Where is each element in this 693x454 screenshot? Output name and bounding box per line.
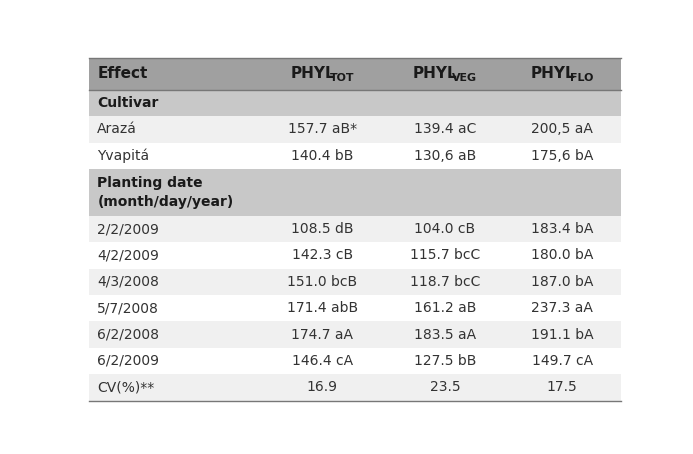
Text: 23.5: 23.5 xyxy=(430,380,460,395)
Text: 115.7 bcC: 115.7 bcC xyxy=(410,248,480,262)
Text: 127.5 bB: 127.5 bB xyxy=(414,354,476,368)
Bar xyxy=(89,58,621,90)
Text: 139.4 aC: 139.4 aC xyxy=(414,122,476,136)
Text: 187.0 bA: 187.0 bA xyxy=(531,275,593,289)
Bar xyxy=(89,216,621,242)
Text: CV(%)**: CV(%)** xyxy=(97,380,155,395)
Text: 5/7/2008: 5/7/2008 xyxy=(97,301,159,315)
Text: 4/3/2008: 4/3/2008 xyxy=(97,275,159,289)
Text: 180.0 bA: 180.0 bA xyxy=(531,248,593,262)
Bar xyxy=(89,295,621,321)
Text: 4/2/2009: 4/2/2009 xyxy=(97,248,159,262)
Text: 2/2/2009: 2/2/2009 xyxy=(97,222,159,236)
Bar xyxy=(89,143,621,169)
Bar xyxy=(89,374,621,400)
Bar xyxy=(89,321,621,348)
Bar xyxy=(89,348,621,374)
Bar xyxy=(89,116,621,143)
Text: 237.3 aA: 237.3 aA xyxy=(532,301,593,315)
Bar xyxy=(89,242,621,269)
Text: 118.7 bcC: 118.7 bcC xyxy=(410,275,480,289)
Text: 171.4 abB: 171.4 abB xyxy=(287,301,358,315)
Text: 200,5 aA: 200,5 aA xyxy=(532,122,593,136)
Text: 151.0 bcB: 151.0 bcB xyxy=(288,275,358,289)
Text: Planting date
(month/day/year): Planting date (month/day/year) xyxy=(97,176,234,208)
Text: 17.5: 17.5 xyxy=(547,380,577,395)
Text: PHYL: PHYL xyxy=(530,66,575,81)
Bar xyxy=(89,169,621,216)
Text: 6/2/2009: 6/2/2009 xyxy=(97,354,159,368)
Text: 157.7 aB*: 157.7 aB* xyxy=(288,122,357,136)
Text: 183.5 aA: 183.5 aA xyxy=(414,328,476,341)
Text: Cultivar: Cultivar xyxy=(97,96,159,110)
Text: TOT: TOT xyxy=(330,73,355,83)
Text: 149.7 cA: 149.7 cA xyxy=(532,354,593,368)
Text: 108.5 dB: 108.5 dB xyxy=(291,222,353,236)
Text: VEG: VEG xyxy=(452,73,477,83)
Text: 183.4 bA: 183.4 bA xyxy=(531,222,593,236)
Text: 16.9: 16.9 xyxy=(307,380,338,395)
Text: 191.1 bA: 191.1 bA xyxy=(531,328,593,341)
Text: 161.2 aB: 161.2 aB xyxy=(414,301,476,315)
Text: Arazá: Arazá xyxy=(97,122,137,136)
Text: Yvapitá: Yvapitá xyxy=(97,148,150,163)
Text: 140.4 bB: 140.4 bB xyxy=(291,149,353,163)
Text: 146.4 cA: 146.4 cA xyxy=(292,354,353,368)
Text: 130,6 aB: 130,6 aB xyxy=(414,149,476,163)
Text: FLO: FLO xyxy=(570,73,594,83)
Bar xyxy=(89,269,621,295)
Text: 174.7 aA: 174.7 aA xyxy=(291,328,353,341)
Bar xyxy=(89,90,621,116)
Text: PHYL: PHYL xyxy=(290,66,335,81)
Text: 142.3 cB: 142.3 cB xyxy=(292,248,353,262)
Text: Effect: Effect xyxy=(97,66,148,81)
Text: 6/2/2008: 6/2/2008 xyxy=(97,328,159,341)
Text: 175,6 bA: 175,6 bA xyxy=(531,149,593,163)
Text: 104.0 cB: 104.0 cB xyxy=(414,222,475,236)
Text: PHYL: PHYL xyxy=(413,66,457,81)
